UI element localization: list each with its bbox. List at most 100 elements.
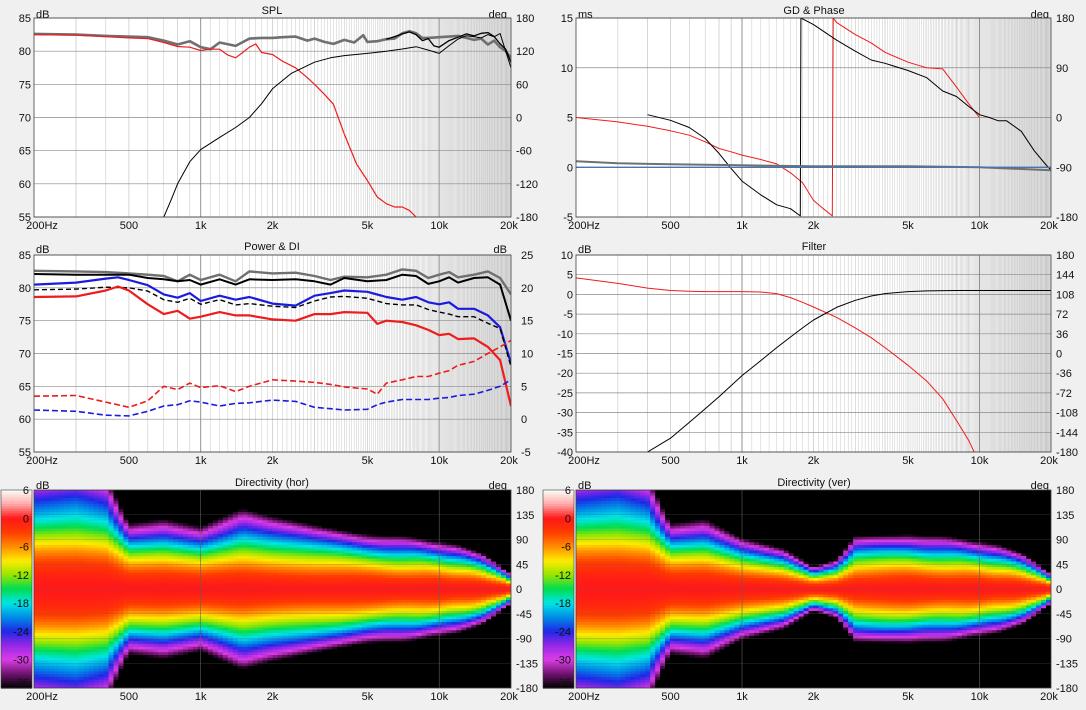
heatmap-cell: [217, 580, 224, 585]
heatmap-cell: [43, 498, 50, 502]
heatmap-cell: [153, 506, 159, 510]
heatmap-cell: [93, 619, 100, 623]
heatmap-cell: [158, 545, 164, 549]
heatmap-cell: [103, 613, 110, 618]
heatmap-cell: [217, 550, 224, 554]
heatmap-cell: [93, 583, 100, 587]
heatmap-cell: [148, 520, 154, 524]
heatmap-cell: [53, 564, 60, 568]
heatmap-cell: [267, 622, 274, 626]
heatmap-cell: [118, 547, 125, 552]
heatmap-cell: [178, 569, 184, 574]
heatmap-cell: [118, 679, 125, 684]
heatmap-cell: [43, 490, 50, 494]
heatmap-cell: [103, 641, 110, 645]
heatmap-cell: [93, 564, 100, 568]
heatmap-cell: [287, 523, 293, 527]
heatmap-cell: [143, 666, 149, 670]
heatmap-cell: [237, 498, 244, 502]
heatmap-cell: [232, 589, 239, 593]
heatmap-cell: [34, 663, 40, 667]
heatmap-cell: [123, 586, 130, 590]
heatmap-cell: [277, 567, 284, 571]
heatmap-cell: [237, 655, 244, 659]
heatmap-cell: [247, 525, 254, 530]
heatmap-cell: [178, 668, 184, 673]
heatmap-cell: [158, 619, 164, 623]
heatmap-cell: [173, 679, 179, 684]
heatmap-cell: [267, 586, 274, 590]
heatmap-cell: [118, 575, 125, 579]
heatmap-cell: [128, 663, 134, 667]
heatmap-cell: [297, 641, 303, 645]
heatmap-cell: [287, 569, 293, 574]
heatmap-cell: [272, 545, 279, 549]
heatmap-cell: [257, 613, 264, 618]
heatmap-cell: [183, 542, 189, 546]
heatmap-cell: [297, 649, 303, 653]
heatmap-cell: [113, 591, 120, 596]
heatmap-cell: [267, 644, 274, 648]
heatmap-cell: [232, 663, 239, 667]
heatmap-cell: [88, 594, 95, 598]
heatmap-cell: [63, 586, 70, 590]
heatmap-cell: [43, 635, 50, 640]
heatmap-cell: [48, 613, 55, 618]
heatmap-cell: [133, 528, 139, 532]
heatmap-cell: [93, 558, 100, 563]
heatmap-cell: [282, 564, 289, 568]
heatmap-cell: [183, 679, 189, 684]
x-tick-label: 20k: [500, 455, 518, 467]
heatmap-cell: [128, 567, 134, 571]
heatmap-cell: [178, 635, 184, 640]
heatmap-cell: [237, 622, 244, 626]
heatmap-cell: [163, 644, 169, 648]
heatmap-cell: [227, 602, 234, 607]
heatmap-cell: [267, 567, 274, 571]
heatmap-cell: [43, 633, 50, 637]
heatmap-cell: [78, 569, 85, 574]
heatmap-cell: [163, 564, 169, 568]
heatmap-cell: [143, 611, 149, 615]
heatmap-cell: [282, 652, 289, 656]
heatmap-cell: [183, 561, 189, 565]
heatmap-cell: [108, 602, 115, 607]
heatmap-cell: [108, 624, 115, 629]
heatmap-cell: [53, 547, 60, 552]
heatmap-cell: [153, 641, 159, 645]
heatmap-cell: [58, 663, 65, 667]
heatmap-cell: [168, 567, 174, 571]
heatmap-cell: [43, 523, 50, 527]
y-tick-label: 60: [19, 179, 31, 191]
heatmap-cell: [128, 616, 134, 620]
heatmap-cell: [78, 567, 85, 571]
heatmap-cell: [202, 575, 209, 579]
heatmap-cell: [48, 660, 55, 664]
heatmap-cell: [143, 503, 149, 508]
heatmap-cell: [143, 561, 149, 565]
heatmap-cell: [38, 622, 45, 626]
heatmap-cell: [272, 616, 279, 620]
heatmap-cell: [48, 536, 55, 541]
heatmap-cell: [73, 616, 80, 620]
heatmap-cell: [123, 556, 130, 560]
heatmap-cell: [163, 503, 169, 508]
heatmap-cell: [63, 520, 70, 524]
heatmap-cell: [302, 583, 308, 587]
heatmap-cell: [148, 616, 154, 620]
heatmap-cell: [262, 490, 269, 494]
heatmap-cell: [302, 635, 308, 640]
heatmap-cell: [98, 575, 105, 579]
heatmap-cell: [302, 550, 308, 554]
heatmap-cell: [257, 586, 264, 590]
heatmap-cell: [98, 583, 105, 587]
heatmap-cell: [93, 668, 100, 673]
heatmap-cell: [83, 677, 90, 681]
heatmap-cell: [222, 605, 229, 609]
heatmap-cell: [188, 679, 194, 684]
heatmap-cell: [193, 613, 199, 618]
heatmap-cell: [292, 536, 298, 541]
heatmap-cell: [138, 616, 144, 620]
heatmap-cell: [118, 646, 125, 651]
heatmap-cell: [222, 586, 229, 590]
